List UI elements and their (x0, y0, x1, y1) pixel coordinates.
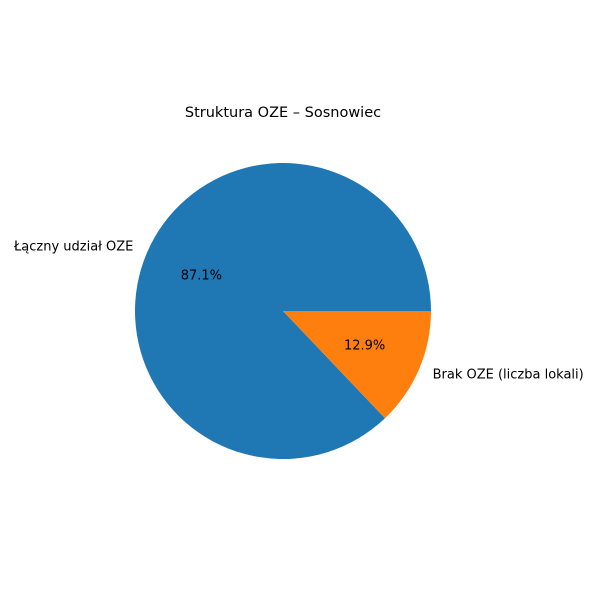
slice-label-2: Brak OZE (liczba lokali) (433, 368, 584, 383)
pie-slice-1 (134, 163, 431, 460)
pie-slice-2 (283, 311, 431, 419)
pie-slices (134, 163, 431, 460)
chart-title: Struktura OZE – Sosnowiec (185, 105, 381, 121)
slice-label-1: Łączny udział OZE (13, 239, 133, 254)
percent-label-2: 12.9% (344, 339, 385, 354)
percent-label-1: 87.1% (181, 268, 222, 283)
pie-labels: Łączny udział OZE 87.1% Brak OZE (liczba l… (13, 239, 584, 382)
